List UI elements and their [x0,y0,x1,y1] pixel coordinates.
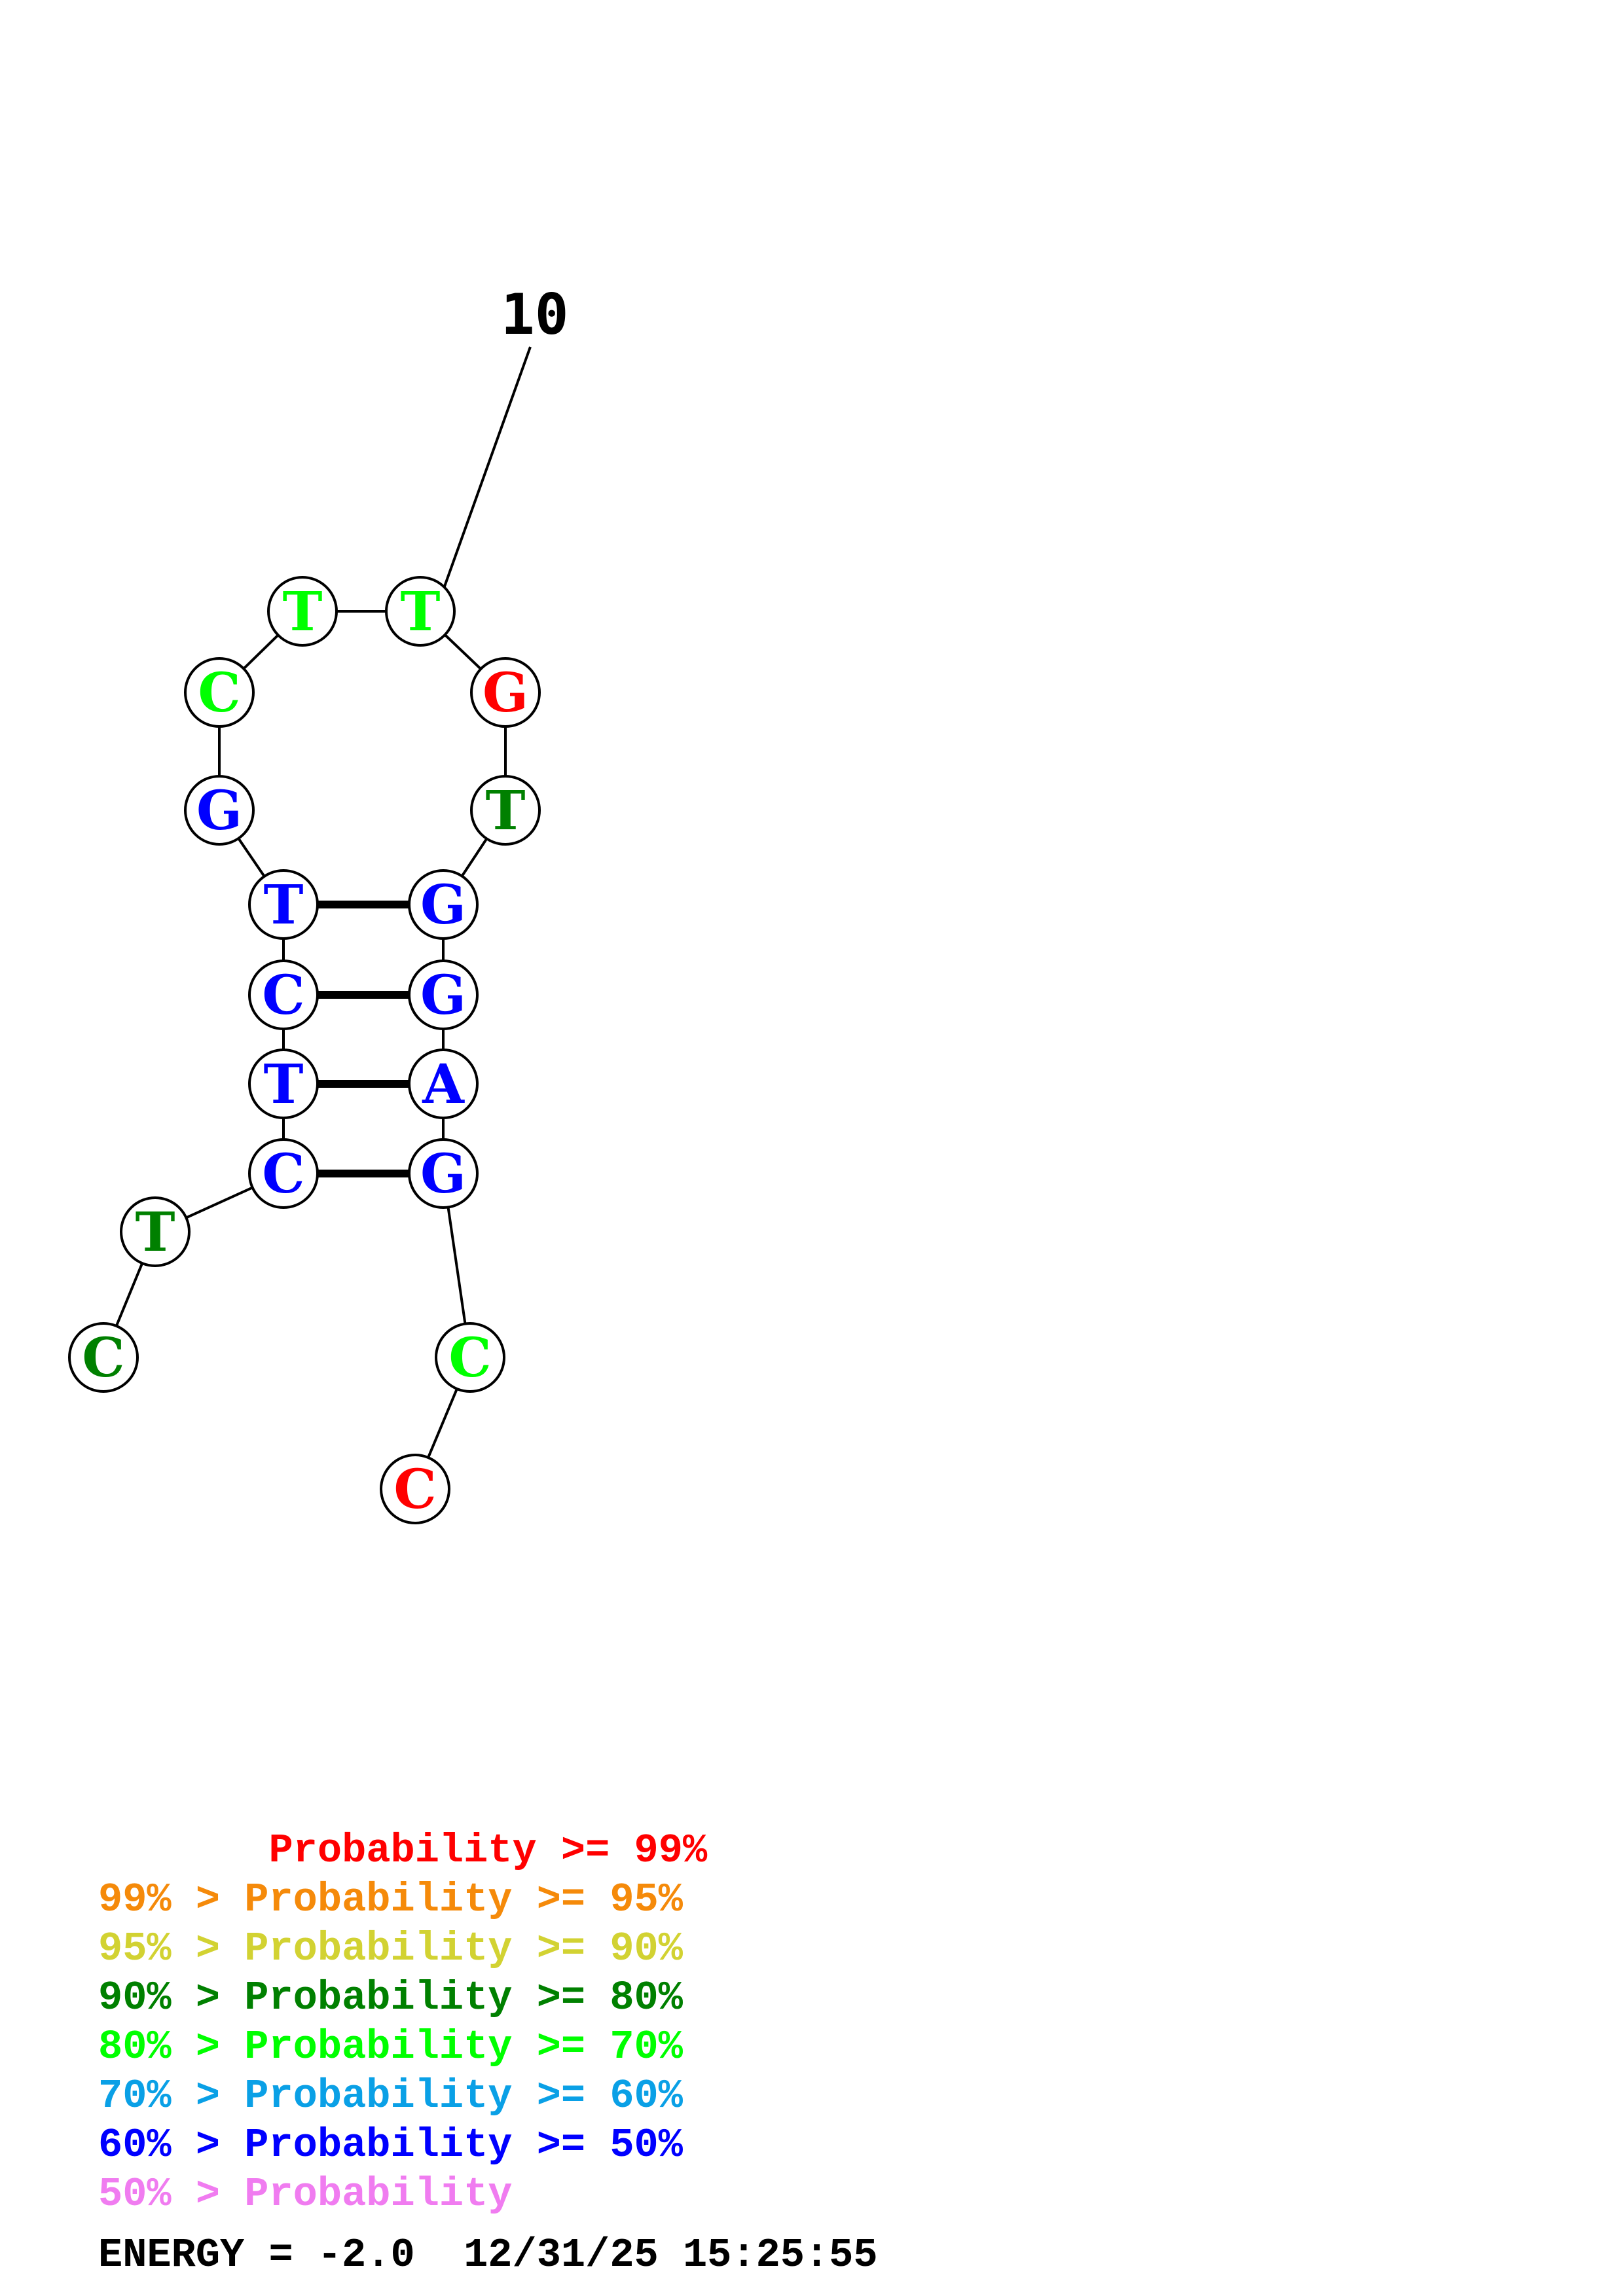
index-label: 10 [501,282,569,348]
nucleotide-circle [408,960,479,1030]
nucleotide-circle [120,1196,191,1267]
nucleotide-letter: T [135,1201,175,1264]
nucleotide: C [184,657,255,728]
nucleotide-circle [248,869,319,940]
nucleotide: T [248,869,319,940]
nucleotide-circle [248,960,319,1030]
legend-prefix: 95% > [98,1926,245,1972]
nucleotide-circle [248,1138,319,1209]
nucleotide-letter: G [420,964,466,1027]
nucleotide-letter: T [263,874,303,937]
nucleotide-letter: T [400,581,440,643]
nucleotide-letter: G [420,1143,466,1206]
nucleotide: C [248,1138,319,1209]
legend-text: Probability >= 99% [268,1827,708,1874]
legend-row: 99% > Probability >= 95% [98,1875,707,1924]
nucleotide-letter: T [282,581,322,643]
legend-prefix: 80% > [98,2024,245,2070]
legend-prefix: 99% > [98,1876,245,1923]
legend-row: Probability >= 99% [98,1826,707,1875]
legend-row: 80% > Probability >= 70% [98,2022,707,2072]
nucleotide: C [68,1322,139,1393]
nucleotide-circle [385,576,456,647]
nucleotide-circle [68,1322,139,1393]
legend-text: Probability >= 60% [244,2073,683,2119]
nucleotide: T [470,775,541,846]
nucleotide-letter: A [422,1053,465,1116]
nucleotide: G [408,1138,479,1209]
nucleotide: C [248,960,319,1030]
legend-text: Probability >= 95% [244,1876,683,1923]
nucleotide-circle [408,1049,479,1119]
legend-text: Probability >= 80% [244,1975,683,2021]
nucleotide-letter: C [82,1327,124,1390]
nucleotide: T [385,576,456,647]
nucleotide-circle [184,775,255,846]
legend-row: 95% > Probability >= 90% [98,1924,707,1973]
legend-text: Probability >= 90% [244,1926,683,1972]
nucleotide: T [248,1049,319,1119]
energy-timestamp: ENERGY = -2.0 12/31/25 15:25:55 [98,2232,878,2278]
legend-text: Probability [244,2171,513,2217]
nucleotide-circle [408,869,479,940]
legend-text: Probability >= 50% [244,2122,683,2168]
legend-prefix: 90% > [98,1975,245,2021]
legend-prefix: 60% > [98,2122,245,2168]
nucleotide-letter: G [420,874,466,937]
nucleotide-letter: G [483,662,528,725]
legend-prefix: 70% > [98,2073,245,2119]
nucleotide: G [470,657,541,728]
nucleotide-letter: C [198,662,240,725]
nucleotide: T [267,576,338,647]
nucleotide-letter: C [262,1143,304,1206]
nucleotide-circle [380,1454,450,1524]
nucleotide: C [435,1322,505,1393]
base-pair-bonds [318,901,409,1177]
nucleotide-letter: C [262,964,304,1027]
legend-row: 60% > Probability >= 50% [98,2121,707,2170]
nucleotide: T [120,1196,191,1267]
nucleotide-circle [267,576,338,647]
nucleotide-circle [470,775,541,846]
legend-text: Probability >= 70% [244,2024,683,2070]
legend-row: 50% > Probability [98,2170,707,2219]
nucleotide: A [408,1049,479,1119]
nucleotide-circle [470,657,541,728]
nucleotide-letter: C [393,1458,436,1521]
nucleotide-letter: C [448,1327,491,1390]
legend-prefix [98,1827,268,1874]
nucleotide-circle [435,1322,505,1393]
nucleotide-circle [184,657,255,728]
nucleotide-circle [408,1138,479,1209]
nucleotide: G [184,775,255,846]
legend-prefix: 50% > [98,2171,245,2217]
probability-legend: Probability >= 99% 99% > Probability >= 9… [98,1826,707,2219]
nucleotide: C [380,1454,450,1524]
nucleotide: G [408,869,479,940]
legend-row: 90% > Probability >= 80% [98,1973,707,2022]
nucleotide-letter: T [263,1053,303,1116]
nucleotide-letter: G [196,780,242,842]
nucleotide: G [408,960,479,1030]
legend-row: 70% > Probability >= 60% [98,2072,707,2121]
nucleotide-circle [248,1049,319,1119]
index-tick-line [434,346,532,613]
nucleotide-letter: T [485,780,525,842]
